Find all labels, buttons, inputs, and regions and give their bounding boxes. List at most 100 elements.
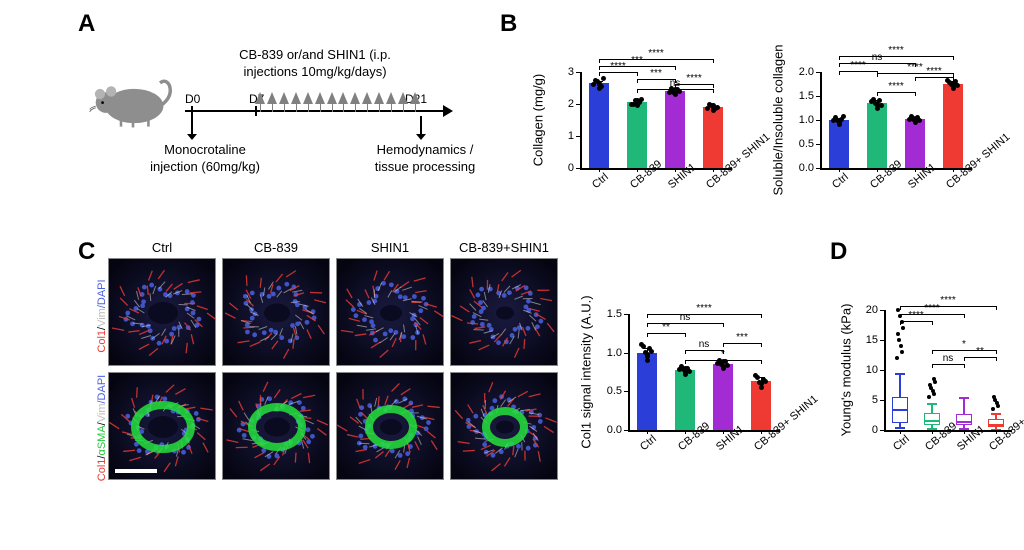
sig-cap bbox=[953, 56, 954, 60]
data-point bbox=[759, 381, 764, 386]
sig-label: **** bbox=[882, 45, 910, 56]
sig-bracket bbox=[915, 77, 953, 78]
outlier-point bbox=[899, 344, 903, 348]
sig-cap bbox=[915, 77, 916, 81]
row-label-top: Col1/Vim/DAPI bbox=[96, 262, 108, 370]
data-point bbox=[645, 352, 650, 357]
x-tick bbox=[647, 430, 648, 434]
data-point bbox=[917, 118, 922, 123]
sig-cap bbox=[685, 360, 686, 364]
outlier-point bbox=[896, 332, 900, 336]
box bbox=[924, 413, 940, 425]
sig-cap bbox=[647, 323, 648, 327]
x-tick bbox=[599, 168, 600, 172]
y-axis-title: Soluble/Insoluble collagen bbox=[771, 44, 786, 195]
sig-cap bbox=[932, 364, 933, 368]
x-tick bbox=[761, 430, 762, 434]
injection-tick bbox=[355, 104, 356, 112]
y-tick bbox=[816, 144, 820, 145]
sig-bracket bbox=[599, 66, 675, 67]
x-tick bbox=[713, 168, 714, 172]
fluorescence-image bbox=[336, 372, 444, 480]
y-tick-label: 15 bbox=[854, 334, 878, 346]
y-axis-title: Young's modulus (kPa) bbox=[839, 304, 854, 437]
y-tick bbox=[880, 340, 884, 341]
data-point bbox=[711, 103, 716, 108]
sig-label: ns bbox=[934, 353, 962, 364]
y-tick-label: 2.0 bbox=[788, 66, 814, 78]
sig-cap bbox=[599, 72, 600, 76]
y-tick-label: 20 bbox=[854, 304, 878, 316]
x-tick bbox=[915, 168, 916, 172]
bar-3 bbox=[703, 107, 724, 168]
x-tick-label: Ctrl bbox=[830, 171, 851, 191]
y-tick-label: 1.0 bbox=[788, 114, 814, 126]
x-tick bbox=[685, 430, 686, 434]
injection-tick bbox=[272, 104, 273, 112]
whisker-cap bbox=[895, 427, 905, 429]
sig-cap bbox=[713, 84, 714, 88]
sig-cap bbox=[685, 350, 686, 354]
x-tick bbox=[900, 430, 901, 434]
sig-bracket bbox=[964, 357, 996, 358]
sig-label: **** bbox=[882, 81, 910, 92]
data-point bbox=[649, 349, 654, 354]
y-tick bbox=[624, 430, 628, 431]
data-point bbox=[597, 81, 602, 86]
y-tick bbox=[576, 168, 580, 169]
monocrotaline-label: Monocrotaline injection (60mg/kg) bbox=[145, 142, 265, 176]
y-tick-label: 0.0 bbox=[788, 162, 814, 174]
bar-1 bbox=[627, 102, 648, 168]
whisker bbox=[963, 397, 965, 414]
fluorescence-image bbox=[450, 258, 558, 366]
y-tick bbox=[880, 370, 884, 371]
outlier-point bbox=[927, 395, 931, 399]
injection-triangle-icon bbox=[267, 92, 277, 104]
y-tick-label: 1.5 bbox=[788, 90, 814, 102]
sig-cap bbox=[915, 92, 916, 96]
y-tick bbox=[816, 96, 820, 97]
outlier-point bbox=[895, 356, 899, 360]
y-tick-label: 2 bbox=[548, 98, 574, 110]
image-col-label: Ctrl bbox=[108, 240, 216, 255]
soluble-insoluble-bar-chart: 0.00.51.01.52.0Soluble/Insoluble collage… bbox=[778, 20, 978, 230]
y-tick-label: 0.5 bbox=[596, 385, 622, 397]
data-point bbox=[639, 97, 644, 102]
injection-tick bbox=[415, 104, 416, 112]
sig-cap bbox=[964, 357, 965, 361]
sig-bracket bbox=[647, 333, 685, 334]
box bbox=[956, 414, 972, 425]
injection-tick bbox=[284, 104, 285, 112]
sig-cap bbox=[713, 89, 714, 93]
collagen-bar-chart: 0123Collagen (mg/g)CtrlCB-839SHIN1CB-839… bbox=[538, 20, 738, 230]
x-tick bbox=[675, 168, 676, 172]
sig-cap bbox=[637, 79, 638, 83]
y-tick bbox=[880, 400, 884, 401]
median-line bbox=[924, 420, 940, 422]
sig-label: ns bbox=[690, 339, 718, 350]
panel-label-c: C bbox=[78, 238, 95, 266]
sig-cap bbox=[647, 333, 648, 337]
y-axis bbox=[884, 310, 886, 430]
sig-bracket bbox=[839, 56, 953, 57]
injection-triangle-icon bbox=[338, 92, 348, 104]
outlier-point bbox=[897, 338, 901, 342]
sig-cap bbox=[900, 306, 901, 310]
injection-triangle-icon bbox=[291, 92, 301, 104]
experiment-diagram: CB-839 or/and SHIN1 (i.p. injections 10m… bbox=[85, 32, 455, 212]
sig-bracket bbox=[647, 323, 723, 324]
sig-cap bbox=[877, 73, 878, 77]
injection-triangle-icon bbox=[374, 92, 384, 104]
bar-1 bbox=[867, 103, 888, 168]
sig-cap bbox=[713, 59, 714, 63]
sig-cap bbox=[675, 84, 676, 88]
x-tick bbox=[953, 168, 954, 172]
bar-0 bbox=[829, 120, 850, 168]
sig-cap bbox=[964, 314, 965, 318]
sig-cap bbox=[839, 63, 840, 67]
sig-cap bbox=[685, 333, 686, 337]
sig-bracket bbox=[723, 343, 761, 344]
whisker-cap bbox=[991, 413, 1001, 415]
data-point bbox=[907, 117, 912, 122]
sig-cap bbox=[877, 92, 878, 96]
